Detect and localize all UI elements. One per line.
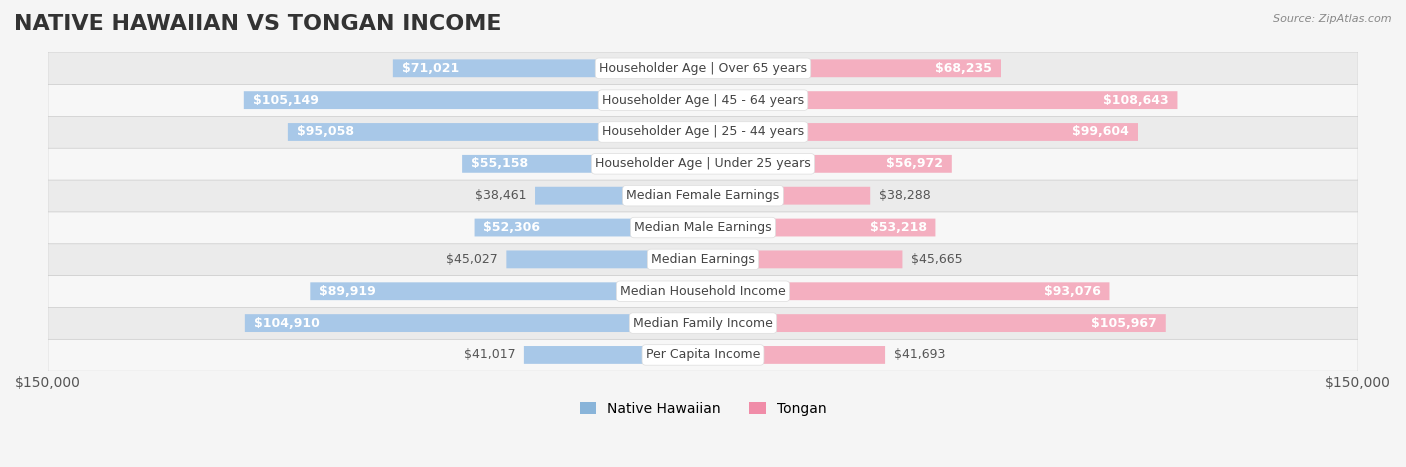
FancyBboxPatch shape bbox=[703, 283, 1109, 300]
FancyBboxPatch shape bbox=[524, 346, 703, 364]
FancyBboxPatch shape bbox=[703, 155, 952, 173]
Text: $38,288: $38,288 bbox=[879, 189, 931, 202]
Text: $105,967: $105,967 bbox=[1091, 317, 1157, 330]
FancyBboxPatch shape bbox=[463, 155, 703, 173]
FancyBboxPatch shape bbox=[506, 250, 703, 269]
Text: Median Household Income: Median Household Income bbox=[620, 285, 786, 298]
Text: Per Capita Income: Per Capita Income bbox=[645, 348, 761, 361]
FancyBboxPatch shape bbox=[48, 52, 1358, 85]
FancyBboxPatch shape bbox=[48, 179, 1358, 212]
Text: Source: ZipAtlas.com: Source: ZipAtlas.com bbox=[1274, 14, 1392, 24]
Text: $105,149: $105,149 bbox=[253, 94, 318, 106]
FancyBboxPatch shape bbox=[288, 123, 703, 141]
FancyBboxPatch shape bbox=[392, 59, 703, 77]
Text: $55,158: $55,158 bbox=[471, 157, 529, 170]
FancyBboxPatch shape bbox=[311, 283, 703, 300]
Text: Householder Age | 25 - 44 years: Householder Age | 25 - 44 years bbox=[602, 126, 804, 139]
FancyBboxPatch shape bbox=[48, 84, 1358, 116]
FancyBboxPatch shape bbox=[703, 123, 1137, 141]
FancyBboxPatch shape bbox=[48, 211, 1358, 244]
FancyBboxPatch shape bbox=[703, 250, 903, 269]
FancyBboxPatch shape bbox=[536, 187, 703, 205]
Text: $52,306: $52,306 bbox=[484, 221, 540, 234]
Text: $68,235: $68,235 bbox=[935, 62, 993, 75]
Text: NATIVE HAWAIIAN VS TONGAN INCOME: NATIVE HAWAIIAN VS TONGAN INCOME bbox=[14, 14, 502, 34]
FancyBboxPatch shape bbox=[703, 91, 1177, 109]
Text: $53,218: $53,218 bbox=[870, 221, 927, 234]
Text: $56,972: $56,972 bbox=[886, 157, 943, 170]
FancyBboxPatch shape bbox=[48, 148, 1358, 180]
Text: Median Earnings: Median Earnings bbox=[651, 253, 755, 266]
Text: $104,910: $104,910 bbox=[253, 317, 319, 330]
Text: Householder Age | Under 25 years: Householder Age | Under 25 years bbox=[595, 157, 811, 170]
Text: $99,604: $99,604 bbox=[1073, 126, 1129, 139]
Text: $89,919: $89,919 bbox=[319, 285, 375, 298]
FancyBboxPatch shape bbox=[48, 339, 1358, 371]
Text: $38,461: $38,461 bbox=[475, 189, 526, 202]
Text: $41,017: $41,017 bbox=[464, 348, 515, 361]
FancyBboxPatch shape bbox=[703, 314, 1166, 332]
Text: $45,027: $45,027 bbox=[446, 253, 498, 266]
Text: $95,058: $95,058 bbox=[297, 126, 353, 139]
FancyBboxPatch shape bbox=[703, 59, 1001, 77]
Text: $41,693: $41,693 bbox=[894, 348, 945, 361]
FancyBboxPatch shape bbox=[703, 346, 884, 364]
Text: $45,665: $45,665 bbox=[911, 253, 963, 266]
Text: Median Female Earnings: Median Female Earnings bbox=[627, 189, 779, 202]
Text: $108,643: $108,643 bbox=[1104, 94, 1168, 106]
FancyBboxPatch shape bbox=[245, 314, 703, 332]
FancyBboxPatch shape bbox=[703, 187, 870, 205]
Text: Median Male Earnings: Median Male Earnings bbox=[634, 221, 772, 234]
Text: Median Family Income: Median Family Income bbox=[633, 317, 773, 330]
FancyBboxPatch shape bbox=[48, 275, 1358, 307]
FancyBboxPatch shape bbox=[703, 219, 935, 236]
Legend: Native Hawaiian, Tongan: Native Hawaiian, Tongan bbox=[574, 396, 832, 421]
FancyBboxPatch shape bbox=[48, 116, 1358, 148]
FancyBboxPatch shape bbox=[475, 219, 703, 236]
Text: Householder Age | 45 - 64 years: Householder Age | 45 - 64 years bbox=[602, 94, 804, 106]
Text: $71,021: $71,021 bbox=[402, 62, 458, 75]
FancyBboxPatch shape bbox=[48, 243, 1358, 276]
Text: $93,076: $93,076 bbox=[1043, 285, 1101, 298]
Text: Householder Age | Over 65 years: Householder Age | Over 65 years bbox=[599, 62, 807, 75]
FancyBboxPatch shape bbox=[48, 307, 1358, 340]
FancyBboxPatch shape bbox=[243, 91, 703, 109]
